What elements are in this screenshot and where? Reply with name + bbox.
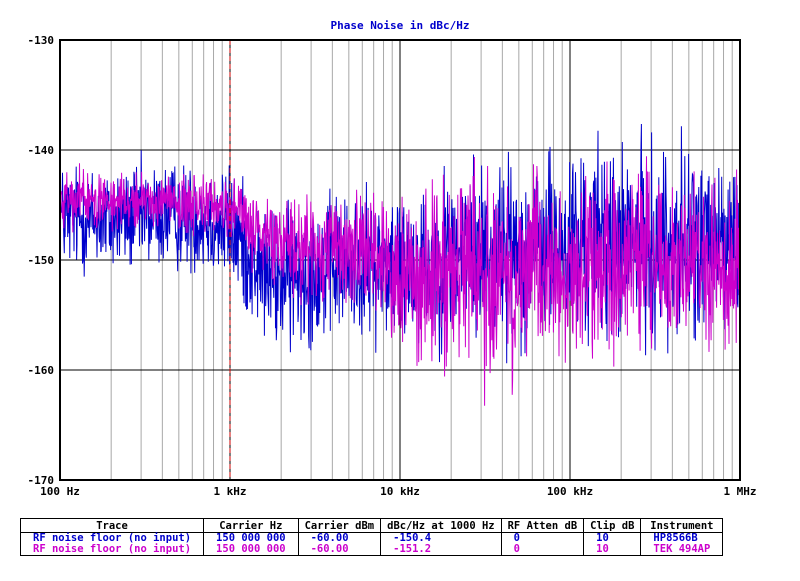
series-layer [59,123,741,406]
y-axis-ticks: -130 -140 -150 -160 -170 [28,34,55,487]
legend-header-cell: Clip dB [583,518,642,533]
legend-header-cell: Carrier Hz [203,518,299,533]
legend-cell: -60.00 [297,544,382,556]
legend-cell: -151.2 [380,544,502,556]
x-tick-label: 1 MHz [723,485,756,498]
legend-table: Trace Carrier Hz Carrier dBm dBc/Hz at 1000… [19,518,724,556]
x-tick-label: 100 kHz [547,485,593,498]
x-tick-label: 100 Hz [40,485,80,498]
legend-cell: -150.4 [380,532,502,544]
legend-body: RF noise floor (no input) 150 000 000 -60.… [19,532,724,556]
legend-cell: 10 [583,532,642,544]
y-tick-label: -150 [28,254,55,267]
legend-header-cell: Trace [19,518,205,533]
legend-cell: 10 [583,544,642,556]
legend-cell: RF noise floor (no input) [19,532,205,544]
legend-header-cell: Carrier dBm [297,518,382,533]
chart-title: Phase Noise in dBc/Hz [330,19,469,32]
x-tick-label: 1 kHz [213,485,246,498]
series-line-2 [59,156,741,406]
legend-cell: 150 000 000 [203,532,299,544]
x-axis-ticks: 100 Hz 1 kHz 10 kHz 100 kHz 1 MHz [40,485,756,498]
legend-cell: TEK 494AP [640,544,724,556]
legend-cell: RF noise floor (no input) [19,544,205,556]
y-tick-label: -140 [28,144,55,157]
phase-noise-chart: Phase Noise in dBc/Hz -130-140-150-160-1… [28,19,757,498]
legend-row: RF noise floor (no input) 150 000 000 -60.… [19,532,724,544]
y-tick-label: -130 [28,34,55,47]
legend-header-cell: RF Atten dB [500,518,585,533]
legend-cell: 150 000 000 [203,544,299,556]
legend-header-cell: Instrument [640,518,724,533]
legend-cell: 0 [500,544,585,556]
legend-header-row: Trace Carrier Hz Carrier dBm dBc/Hz at 1000… [19,518,724,533]
legend-row: RF noise floor (no input) 150 000 000 -60.… [19,544,724,556]
x-tick-label: 10 kHz [380,485,420,498]
y-tick-label: -170 [28,474,55,487]
plot-frame [59,39,741,481]
legend-cell: HP8566B [640,532,724,544]
legend-header-cell: dBc/Hz at 1000 Hz [380,518,502,533]
y-tick-label: -160 [28,364,55,377]
